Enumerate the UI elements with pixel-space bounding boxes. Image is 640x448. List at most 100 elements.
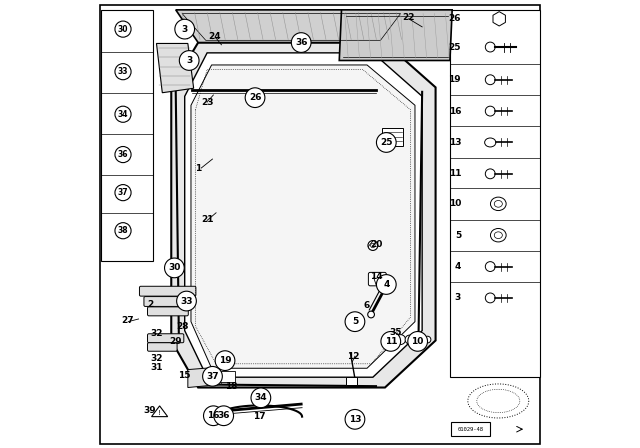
- Text: 10: 10: [412, 337, 424, 346]
- Text: 34: 34: [255, 393, 267, 402]
- Circle shape: [115, 21, 131, 37]
- Circle shape: [115, 223, 131, 239]
- Circle shape: [204, 406, 223, 426]
- Text: 30: 30: [118, 25, 128, 34]
- Text: 26: 26: [449, 14, 461, 23]
- Circle shape: [291, 33, 311, 52]
- Text: !: !: [158, 410, 161, 416]
- Text: 37: 37: [118, 188, 129, 197]
- FancyBboxPatch shape: [140, 286, 196, 296]
- Text: 22: 22: [403, 13, 415, 22]
- Text: 29: 29: [170, 337, 182, 346]
- Text: 10: 10: [449, 199, 461, 208]
- Text: 16: 16: [207, 411, 220, 420]
- Text: 23: 23: [201, 98, 213, 107]
- Circle shape: [115, 185, 131, 201]
- Ellipse shape: [485, 106, 495, 116]
- Text: 19: 19: [219, 356, 231, 365]
- Polygon shape: [339, 10, 452, 60]
- Ellipse shape: [353, 417, 357, 422]
- Text: 32: 32: [150, 329, 163, 338]
- Text: 01029-48: 01029-48: [458, 426, 484, 432]
- Ellipse shape: [490, 228, 506, 242]
- Circle shape: [115, 106, 131, 122]
- Text: 27: 27: [121, 316, 134, 325]
- Circle shape: [251, 388, 271, 408]
- Text: 33: 33: [180, 297, 193, 306]
- Text: 30: 30: [168, 263, 180, 272]
- Text: 28: 28: [176, 322, 188, 331]
- Ellipse shape: [485, 75, 495, 85]
- Text: 15: 15: [179, 371, 191, 380]
- Polygon shape: [172, 43, 436, 388]
- Ellipse shape: [490, 197, 506, 211]
- Text: 32: 32: [150, 354, 163, 363]
- Circle shape: [345, 409, 365, 429]
- Text: 4: 4: [383, 280, 390, 289]
- Ellipse shape: [494, 201, 502, 207]
- Polygon shape: [191, 65, 415, 368]
- Text: 13: 13: [349, 415, 361, 424]
- Circle shape: [376, 275, 396, 294]
- Text: 4: 4: [455, 262, 461, 271]
- Text: 6: 6: [364, 301, 370, 310]
- Text: 31: 31: [150, 363, 163, 372]
- Text: 3: 3: [182, 25, 188, 34]
- Circle shape: [214, 406, 234, 426]
- Text: 34: 34: [118, 110, 128, 119]
- Ellipse shape: [405, 335, 414, 344]
- Text: 5: 5: [455, 231, 461, 240]
- Text: 39: 39: [143, 406, 156, 415]
- Circle shape: [245, 88, 265, 108]
- Text: 20: 20: [370, 240, 382, 249]
- Ellipse shape: [485, 293, 495, 303]
- Text: 33: 33: [118, 67, 128, 76]
- Text: 37: 37: [206, 372, 219, 381]
- Circle shape: [381, 332, 401, 351]
- FancyBboxPatch shape: [144, 297, 191, 306]
- Text: 1: 1: [195, 164, 201, 172]
- Bar: [382, 128, 403, 146]
- Ellipse shape: [368, 311, 374, 318]
- Ellipse shape: [371, 243, 375, 248]
- Text: 3: 3: [455, 293, 461, 302]
- Text: 36: 36: [295, 38, 307, 47]
- Text: 13: 13: [449, 138, 461, 147]
- Text: 14: 14: [370, 272, 382, 281]
- Polygon shape: [188, 367, 221, 388]
- Bar: [450, 10, 540, 377]
- Circle shape: [408, 332, 428, 351]
- Polygon shape: [157, 43, 194, 93]
- FancyBboxPatch shape: [148, 307, 188, 316]
- Text: 12: 12: [348, 352, 360, 361]
- Ellipse shape: [415, 336, 422, 344]
- Ellipse shape: [396, 335, 406, 345]
- Text: 21: 21: [201, 215, 213, 224]
- Text: 35: 35: [389, 328, 401, 337]
- Circle shape: [115, 146, 131, 163]
- Polygon shape: [152, 406, 168, 417]
- Bar: [101, 10, 153, 261]
- Circle shape: [115, 64, 131, 80]
- Text: 18: 18: [225, 382, 237, 391]
- Text: 25: 25: [449, 43, 461, 52]
- Text: 3: 3: [186, 56, 192, 65]
- Circle shape: [164, 258, 184, 278]
- Bar: [346, 377, 357, 385]
- Text: 5: 5: [352, 317, 358, 326]
- Text: 36: 36: [218, 411, 230, 420]
- Ellipse shape: [485, 169, 495, 179]
- Circle shape: [177, 291, 196, 311]
- FancyBboxPatch shape: [148, 334, 184, 343]
- Circle shape: [376, 133, 396, 152]
- Text: 11: 11: [385, 337, 397, 346]
- Text: 36: 36: [118, 150, 128, 159]
- Ellipse shape: [382, 280, 390, 289]
- FancyBboxPatch shape: [369, 272, 387, 286]
- FancyBboxPatch shape: [148, 343, 177, 351]
- Text: 11: 11: [449, 169, 461, 178]
- Ellipse shape: [424, 336, 431, 343]
- Ellipse shape: [494, 232, 502, 239]
- Ellipse shape: [368, 241, 378, 250]
- Text: 17: 17: [253, 412, 266, 421]
